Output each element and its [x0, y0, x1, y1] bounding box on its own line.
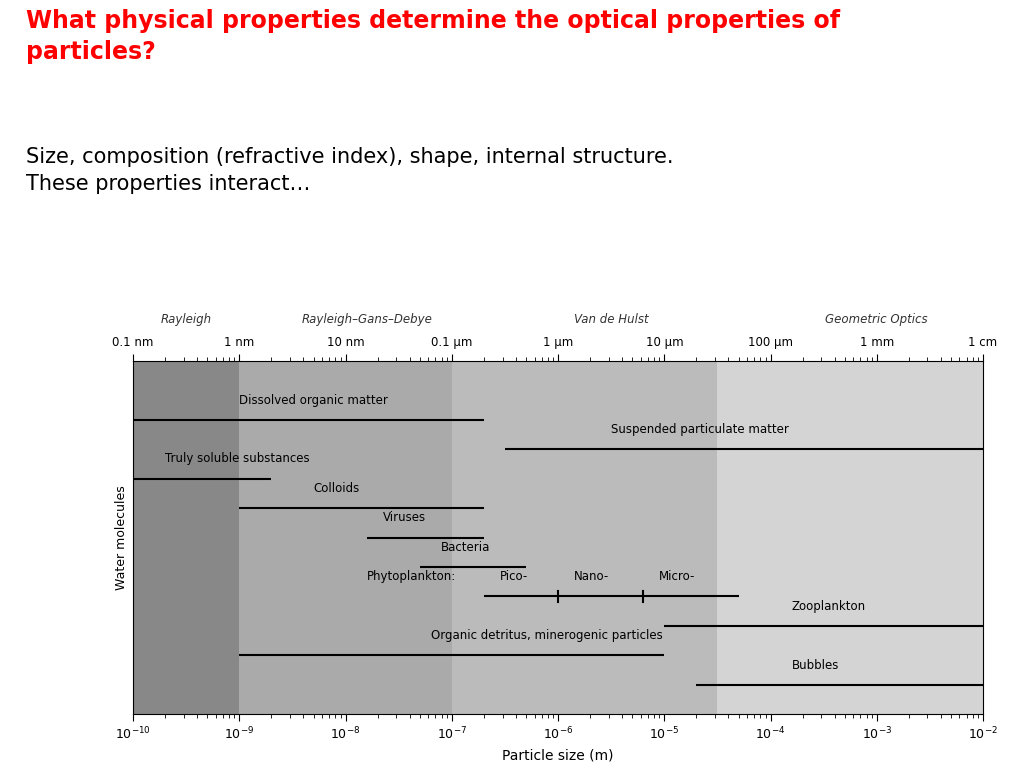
- Text: Suspended particulate matter: Suspended particulate matter: [611, 423, 790, 436]
- Text: Truly soluble substances: Truly soluble substances: [165, 452, 309, 465]
- X-axis label: Particle size (m): Particle size (m): [503, 748, 613, 762]
- Text: Organic detritus, minerogenic particles: Organic detritus, minerogenic particles: [430, 629, 663, 642]
- Text: Colloids: Colloids: [313, 482, 360, 495]
- Y-axis label: Water molecules: Water molecules: [115, 485, 128, 590]
- Bar: [718, 361, 983, 714]
- Text: Van de Hulst: Van de Hulst: [573, 313, 648, 326]
- Text: Viruses: Viruses: [383, 511, 426, 525]
- Bar: [240, 361, 452, 714]
- Bar: [133, 361, 240, 714]
- Text: What physical properties determine the optical properties of
particles?: What physical properties determine the o…: [26, 9, 840, 64]
- Text: Nano-: Nano-: [574, 570, 609, 583]
- Text: Bacteria: Bacteria: [441, 541, 490, 554]
- Text: Size, composition (refractive index), shape, internal structure.
These propertie: Size, composition (refractive index), sh…: [26, 147, 673, 194]
- Text: Micro-: Micro-: [659, 570, 695, 583]
- Text: Geometric Optics: Geometric Optics: [825, 313, 928, 326]
- Text: Dissolved organic matter: Dissolved organic matter: [240, 393, 388, 406]
- Text: Zooplankton: Zooplankton: [792, 600, 866, 613]
- Bar: [452, 361, 718, 714]
- Text: Rayleigh: Rayleigh: [161, 313, 212, 326]
- Text: Rayleigh–Gans–Debye: Rayleigh–Gans–Debye: [301, 313, 432, 326]
- Text: Pico-: Pico-: [500, 570, 528, 583]
- Text: Phytoplankton:: Phytoplankton:: [367, 570, 456, 583]
- Text: Bubbles: Bubbles: [792, 658, 840, 671]
